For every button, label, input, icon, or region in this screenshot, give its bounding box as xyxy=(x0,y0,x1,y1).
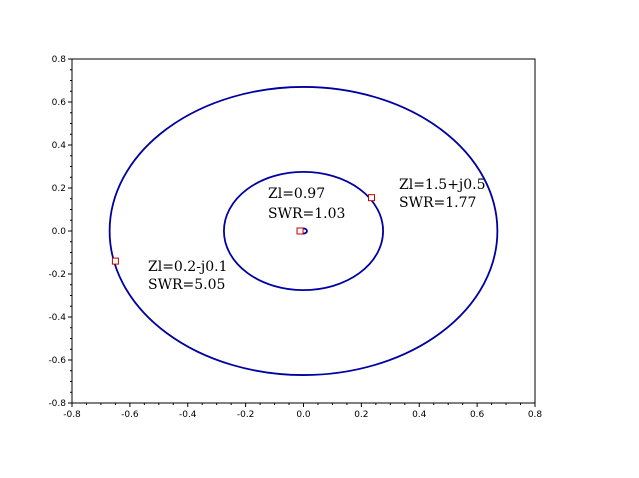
swr-circle-2 xyxy=(223,170,384,292)
annotation-point-3-line-2: SWR=1.03 xyxy=(268,206,345,222)
y-tick-label: -0.4 xyxy=(48,313,66,323)
point-marker-2 xyxy=(368,194,376,202)
y-tick-label: 0.8 xyxy=(52,55,67,65)
annotation-point-1-line-1: Zl=0.2-j0.1 xyxy=(148,259,228,275)
point-marker-1 xyxy=(111,257,119,265)
x-tick-label: 0.2 xyxy=(354,410,368,420)
x-axis: -0.8 -0.6 -0.4 -0.2 0.0 0.2 0.4 0.6 0.8 xyxy=(63,403,542,420)
point-marker-3 xyxy=(296,227,304,235)
y-tick-label: -0.8 xyxy=(48,399,66,409)
y-axis: 0.8 0.6 0.4 0.2 0.0 -0.2 -0.4 -0.6 -0.8 xyxy=(48,55,72,409)
x-tick-label: -0.4 xyxy=(179,410,197,420)
y-tick-label: 0.0 xyxy=(52,227,67,237)
swr-circles xyxy=(108,86,499,376)
swr-circle-1 xyxy=(108,86,499,376)
y-tick-label: 0.4 xyxy=(52,141,67,151)
y-tick-label: 0.2 xyxy=(52,184,66,194)
annotation-point-2-line-1: Zl=1.5+j0.5 xyxy=(399,177,486,193)
annotation-point-3-line-1: Zl=0.97 xyxy=(268,186,325,202)
x-tick-label: 0.8 xyxy=(528,410,543,420)
x-tick-label: 0.4 xyxy=(412,410,427,420)
annotation-point-2-line-2: SWR=1.77 xyxy=(399,195,476,211)
x-tick-label: 0.6 xyxy=(470,410,485,420)
x-tick-label: -0.8 xyxy=(63,410,81,420)
x-tick-label: 0.0 xyxy=(296,410,311,420)
y-tick-label: -0.2 xyxy=(48,270,66,280)
point-markers xyxy=(111,194,376,265)
y-tick-label: 0.6 xyxy=(52,98,67,108)
y-tick-label: -0.6 xyxy=(48,356,66,366)
x-tick-label: -0.2 xyxy=(237,410,255,420)
x-tick-label: -0.6 xyxy=(121,410,139,420)
annotation-point-1-line-2: SWR=5.05 xyxy=(148,277,225,293)
